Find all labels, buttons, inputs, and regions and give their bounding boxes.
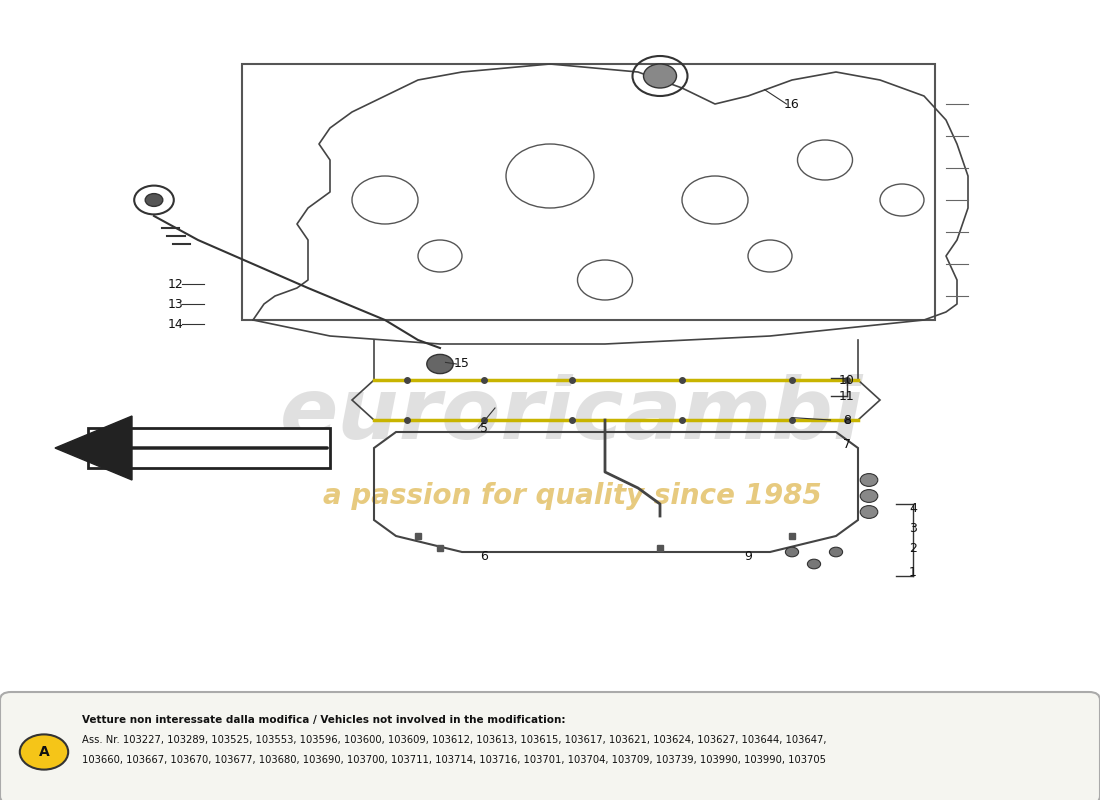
FancyBboxPatch shape	[0, 692, 1100, 800]
Text: 11: 11	[839, 390, 855, 402]
Text: 4: 4	[909, 502, 917, 514]
Circle shape	[829, 547, 843, 557]
FancyArrowPatch shape	[95, 438, 327, 458]
Text: 15: 15	[454, 358, 470, 370]
Text: 9: 9	[744, 550, 752, 562]
Text: 3: 3	[909, 522, 917, 534]
Text: 2: 2	[909, 542, 917, 554]
Circle shape	[20, 734, 68, 770]
Circle shape	[785, 547, 799, 557]
Text: 10: 10	[839, 374, 855, 386]
Text: 103660, 103667, 103670, 103677, 103680, 103690, 103700, 103711, 103714, 103716, : 103660, 103667, 103670, 103677, 103680, …	[82, 755, 826, 765]
Text: 14: 14	[168, 318, 184, 330]
Circle shape	[860, 474, 878, 486]
Text: 6: 6	[480, 550, 488, 562]
Text: 5: 5	[480, 422, 488, 434]
Text: 1: 1	[909, 566, 917, 578]
Circle shape	[860, 506, 878, 518]
Circle shape	[860, 490, 878, 502]
Circle shape	[427, 354, 453, 374]
Text: euroricambi: euroricambi	[280, 374, 864, 458]
Polygon shape	[55, 416, 132, 480]
Text: Ass. Nr. 103227, 103289, 103525, 103553, 103596, 103600, 103609, 103612, 103613,: Ass. Nr. 103227, 103289, 103525, 103553,…	[82, 735, 827, 745]
Circle shape	[807, 559, 821, 569]
Text: a passion for quality since 1985: a passion for quality since 1985	[322, 482, 822, 510]
Text: Vetture non interessate dalla modifica / Vehicles not involved in the modificati: Vetture non interessate dalla modifica /…	[82, 715, 566, 725]
Text: A: A	[39, 745, 50, 759]
Text: 13: 13	[168, 298, 184, 310]
Text: 16: 16	[784, 98, 800, 110]
Circle shape	[644, 64, 676, 88]
Text: 7: 7	[843, 438, 851, 450]
Text: 12: 12	[168, 278, 184, 290]
Circle shape	[145, 194, 163, 206]
Text: 8: 8	[843, 414, 851, 426]
Polygon shape	[88, 428, 330, 468]
